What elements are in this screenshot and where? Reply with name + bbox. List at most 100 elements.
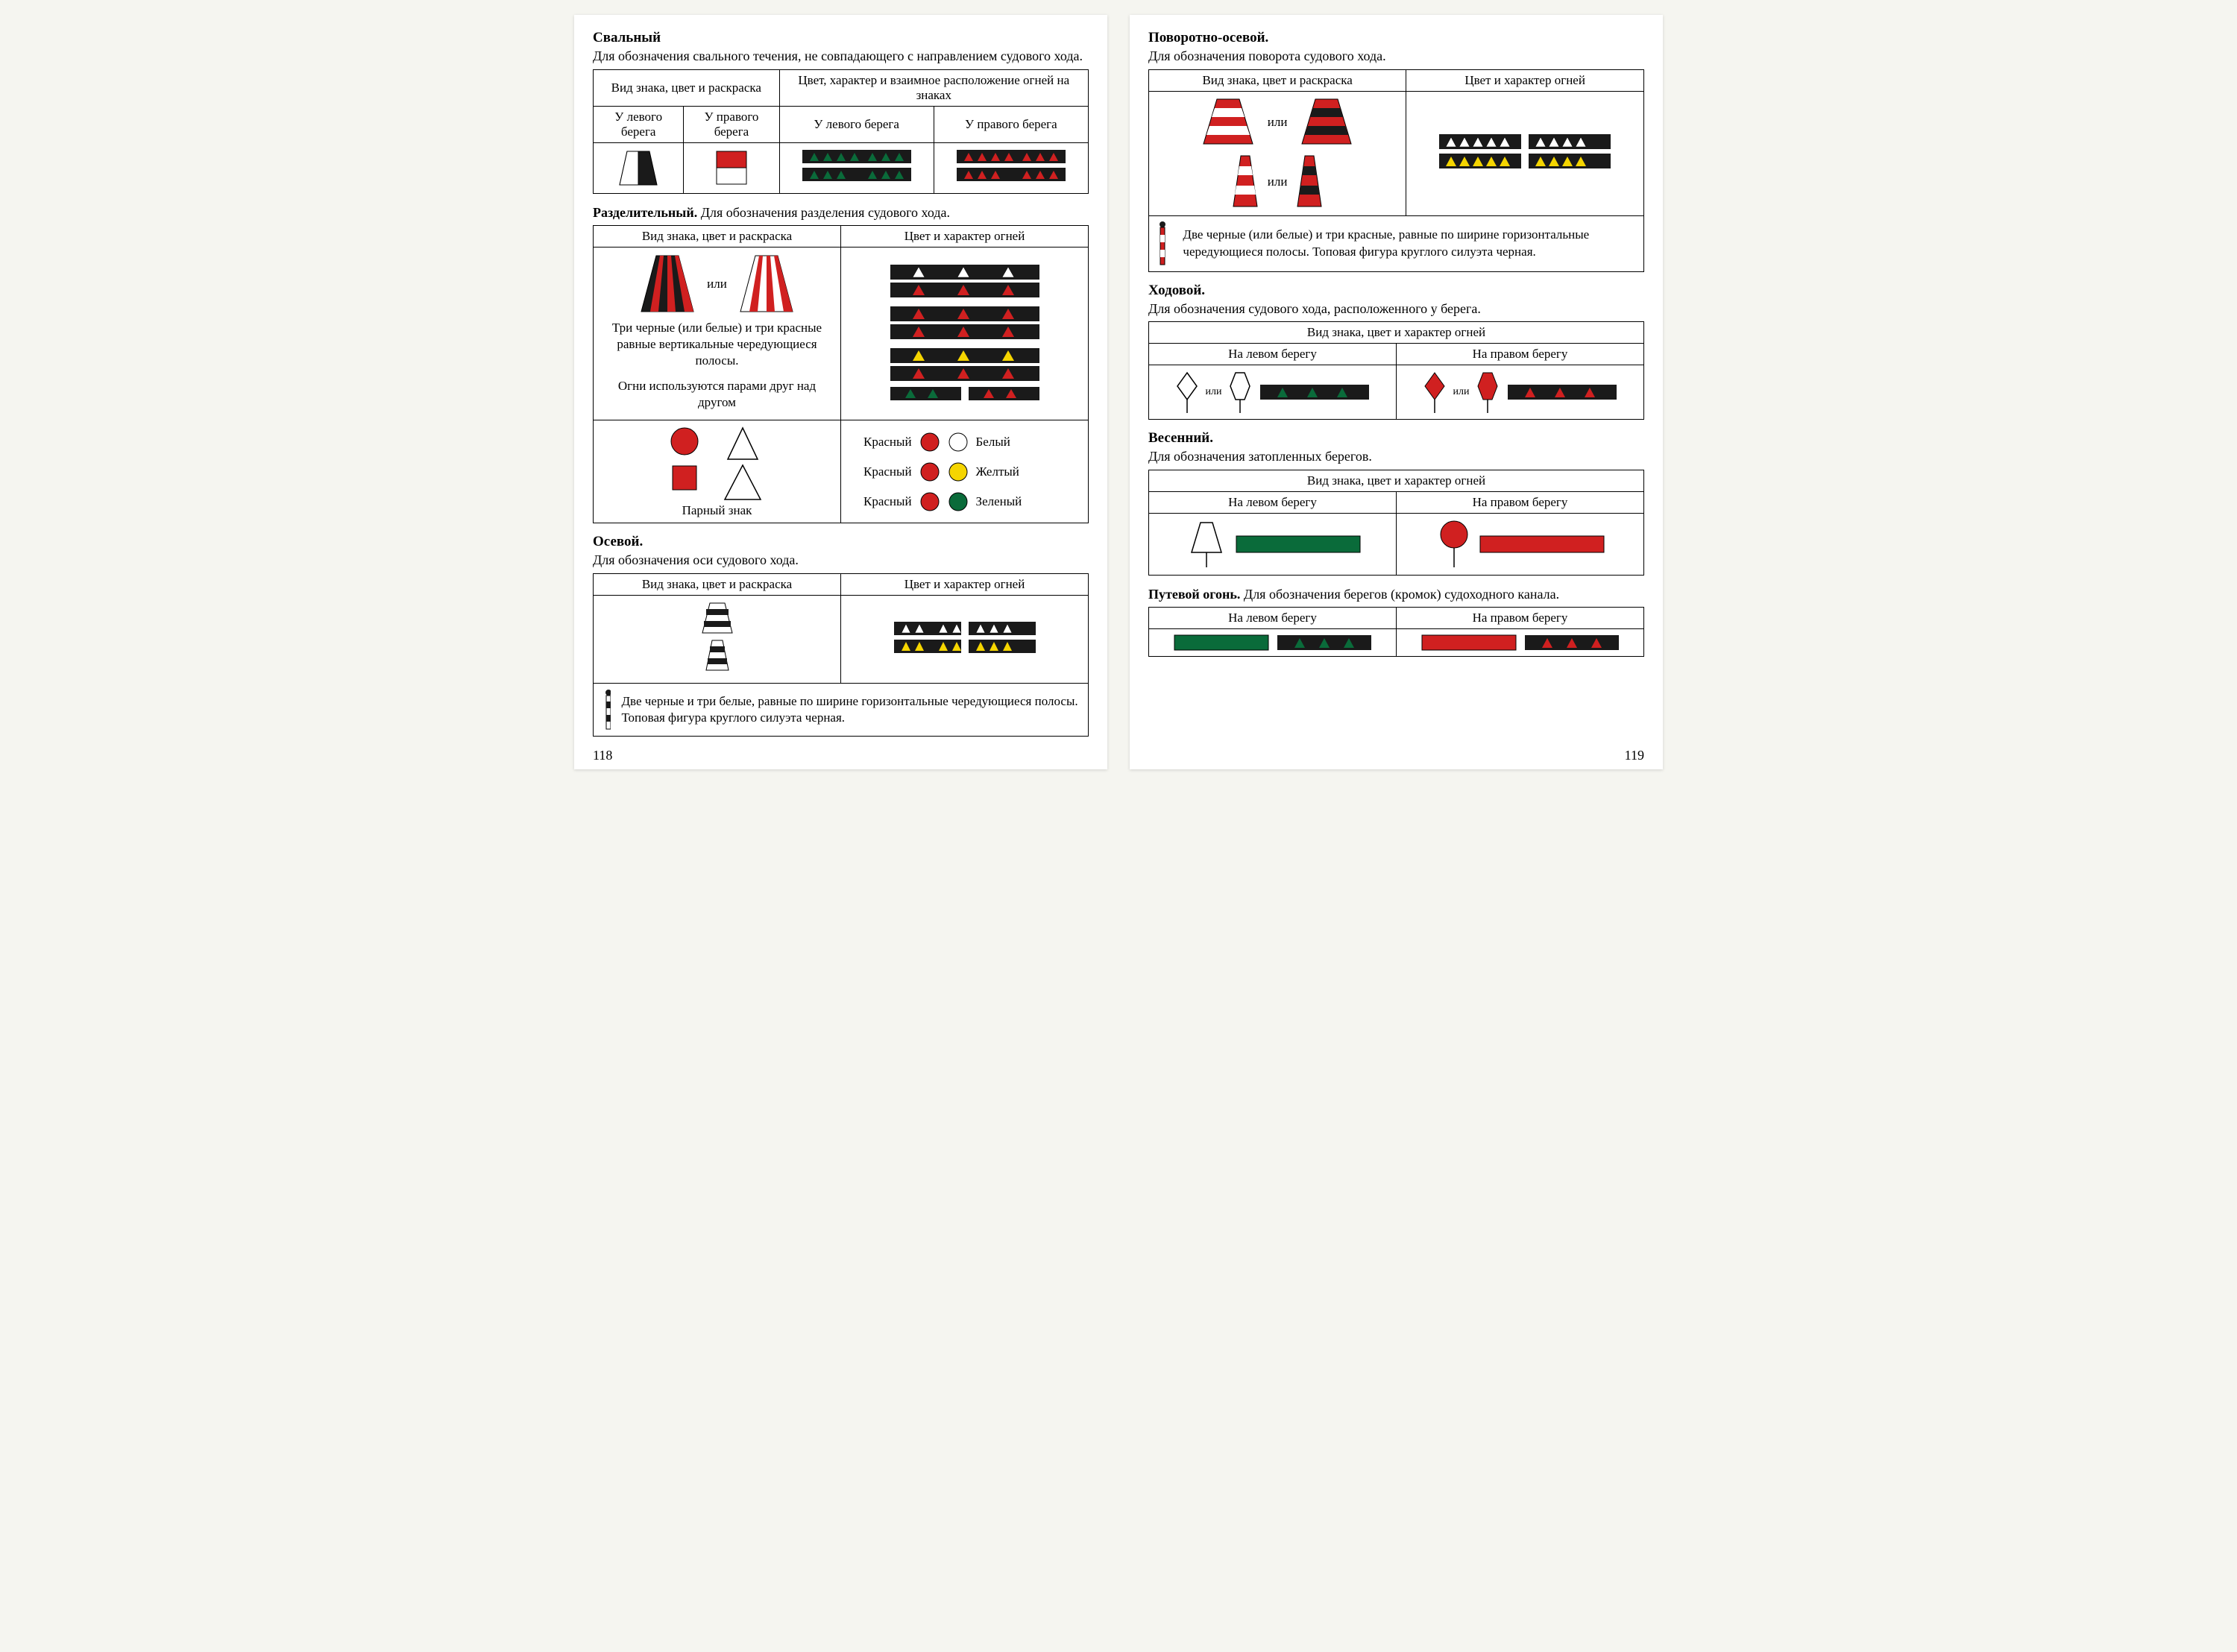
osevoy-h2: Цвет и характер огней bbox=[841, 573, 1089, 595]
osevoy-table: Вид знака, цвет и раскраска Цвет и харак… bbox=[593, 573, 1089, 737]
svalny-sub2: У правого берега bbox=[684, 106, 779, 142]
hod-lights-red-icon bbox=[1506, 383, 1618, 401]
poles-rw-rb-icon bbox=[1157, 221, 1172, 267]
vesenny-sub1: На левом берегу bbox=[1149, 491, 1397, 513]
narrow-trap-rb-icon bbox=[1293, 153, 1326, 211]
vesenny-left bbox=[1149, 513, 1397, 575]
pair-red-icon bbox=[662, 425, 707, 503]
povorot-note-row: Две черные (или белые) и три красные, ра… bbox=[1149, 215, 1644, 271]
razdel-light-patterns-icon bbox=[883, 263, 1047, 401]
legend-green: Зеленый bbox=[976, 494, 1022, 509]
trapezoid-stripes-black-icon bbox=[634, 252, 701, 315]
hodovoy-title: Ходовой. bbox=[1148, 283, 1644, 299]
hodovoy-h1: Вид знака, цвет и характер огней bbox=[1149, 322, 1644, 344]
lights-red-icon bbox=[955, 148, 1067, 184]
povorot-lights-icon bbox=[1435, 131, 1614, 171]
razdel-color-legend: Красный Белый Красный Желтый Красный Зел… bbox=[841, 420, 1089, 523]
osevoy-desc: Для обозначения оси судового хода. bbox=[593, 552, 1089, 569]
bar-green2-icon bbox=[1173, 634, 1270, 652]
svalny-sub4: У правого берега bbox=[934, 106, 1088, 142]
svalny-h2: Цвет, характер и взаимное расположение о… bbox=[779, 69, 1088, 106]
povorot-table: Вид знака, цвет и раскраска Цвет и харак… bbox=[1148, 69, 1644, 272]
legend-yellow: Желтый bbox=[976, 464, 1019, 479]
povorot-desc: Для обозначения поворота судового хода. bbox=[1148, 48, 1644, 65]
razdel-signs: или Три черные (или белые) и три красные… bbox=[594, 248, 841, 420]
svalny-title: Свальный bbox=[593, 30, 1089, 46]
hod-lights-green-icon bbox=[1259, 383, 1371, 401]
circle-red-pole-icon bbox=[1435, 518, 1473, 570]
narrow-trap-rw-icon bbox=[1229, 153, 1262, 211]
trap-outline-icon bbox=[1184, 518, 1229, 570]
povorot-lights bbox=[1406, 91, 1644, 215]
bar-red2-icon bbox=[1420, 634, 1517, 652]
razdel-h1: Вид знака, цвет и раскраска bbox=[594, 226, 841, 248]
razdel-lights bbox=[841, 248, 1089, 420]
or2: или bbox=[1268, 174, 1288, 189]
putevoy-sub1: На левом берегу bbox=[1149, 608, 1397, 629]
legend-red1: Красный bbox=[863, 435, 912, 450]
hodovoy-right: или bbox=[1397, 365, 1644, 420]
trapezoid-black-white-icon bbox=[612, 148, 664, 189]
osevoy-lights bbox=[841, 595, 1089, 683]
svalny-sub3: У левого берега bbox=[779, 106, 934, 142]
razdel-pair-signs: Парный знак bbox=[594, 420, 841, 523]
bar-black-red-tri-icon bbox=[1523, 634, 1620, 652]
svalny-lights-right bbox=[934, 142, 1088, 193]
povorot-signs: или или bbox=[1149, 91, 1406, 215]
hodovoy-desc: Для обозначения судового хода, расположе… bbox=[1148, 300, 1644, 318]
page-left: Свальный Для обозначения свального течен… bbox=[574, 15, 1107, 769]
book-spread: Свальный Для обозначения свального течен… bbox=[574, 15, 1663, 769]
razdel-head: Разделительный. Для обозначения разделен… bbox=[593, 204, 1089, 221]
legend-red3: Красный bbox=[863, 494, 912, 509]
svalny-desc: Для обозначения свального течения, не со… bbox=[593, 48, 1089, 65]
square-red-white-icon bbox=[709, 148, 754, 189]
page-right: Поворотно-осевой. Для обозначения поворо… bbox=[1130, 15, 1663, 769]
pair-label: Парный знак bbox=[597, 503, 837, 518]
lights-green-icon bbox=[801, 148, 913, 184]
vesenny-right bbox=[1397, 513, 1644, 575]
putevoy-left bbox=[1149, 629, 1397, 657]
putevoy-sub2: На правом берегу bbox=[1397, 608, 1644, 629]
bar-black-green-tri-icon bbox=[1276, 634, 1373, 652]
rhombus-red-icon bbox=[1422, 370, 1447, 414]
bar-red-icon bbox=[1479, 535, 1605, 554]
page-num-119: 119 bbox=[1625, 748, 1644, 763]
or-label: или bbox=[707, 277, 727, 291]
povorot-h2: Цвет и характер огней bbox=[1406, 69, 1644, 91]
hexagon-red-icon bbox=[1475, 370, 1500, 414]
trap-red-black-icon bbox=[1293, 96, 1360, 148]
rhombus-white-icon bbox=[1174, 370, 1200, 414]
osevoy-note-text: Две черные и три белые, равные по ширине… bbox=[621, 693, 1080, 726]
svalny-sub1: У левого берега bbox=[594, 106, 684, 142]
razdel-note2: Огни используются парами друг над другом bbox=[597, 373, 837, 415]
trapezoid-stripes-white-icon bbox=[733, 252, 800, 315]
razdel-note1: Три черные (или белые) и три красные рав… bbox=[597, 315, 837, 373]
or1: или bbox=[1268, 115, 1288, 130]
osevoy-note-row: Две черные и три белые, равные по ширине… bbox=[594, 683, 1089, 736]
vesenny-title: Весенний. bbox=[1148, 430, 1644, 447]
legend-red2: Красный bbox=[863, 464, 912, 479]
svalny-sign-left bbox=[594, 142, 684, 193]
svalny-lights-left bbox=[779, 142, 934, 193]
svalny-h1: Вид знака, цвет и раскраска bbox=[594, 69, 780, 106]
putevoy-table: На левом берегу На правом берегу bbox=[1148, 607, 1644, 657]
hodovoy-sub1: На левом берегу bbox=[1149, 344, 1397, 365]
vesenny-table: Вид знака, цвет и характер огней На лево… bbox=[1148, 470, 1644, 576]
hodovoy-table: Вид знака, цвет и характер огней На лево… bbox=[1148, 321, 1644, 420]
osevoy-h1: Вид знака, цвет и раскраска bbox=[594, 573, 841, 595]
osevoy-sign bbox=[594, 595, 841, 683]
trap-red-white-icon bbox=[1195, 96, 1262, 148]
vesenny-sub2: На правом берегу bbox=[1397, 491, 1644, 513]
pole-bw-icon bbox=[601, 688, 611, 731]
svalny-sign-right bbox=[684, 142, 779, 193]
putevoy-head: Путевой огонь. Для обозначения берегов (… bbox=[1148, 586, 1644, 603]
legend-white: Белый bbox=[976, 435, 1010, 450]
hod-or1: или bbox=[1206, 386, 1222, 398]
hod-or2: или bbox=[1453, 386, 1470, 398]
putevoy-right bbox=[1397, 629, 1644, 657]
hexagon-white-icon bbox=[1227, 370, 1253, 414]
osevoy-trapezoid-icon bbox=[691, 600, 743, 675]
pair-white-icon bbox=[713, 425, 773, 503]
povorot-h1: Вид знака, цвет и раскраска bbox=[1149, 69, 1406, 91]
vesenny-h1: Вид знака, цвет и характер огней bbox=[1149, 470, 1644, 491]
